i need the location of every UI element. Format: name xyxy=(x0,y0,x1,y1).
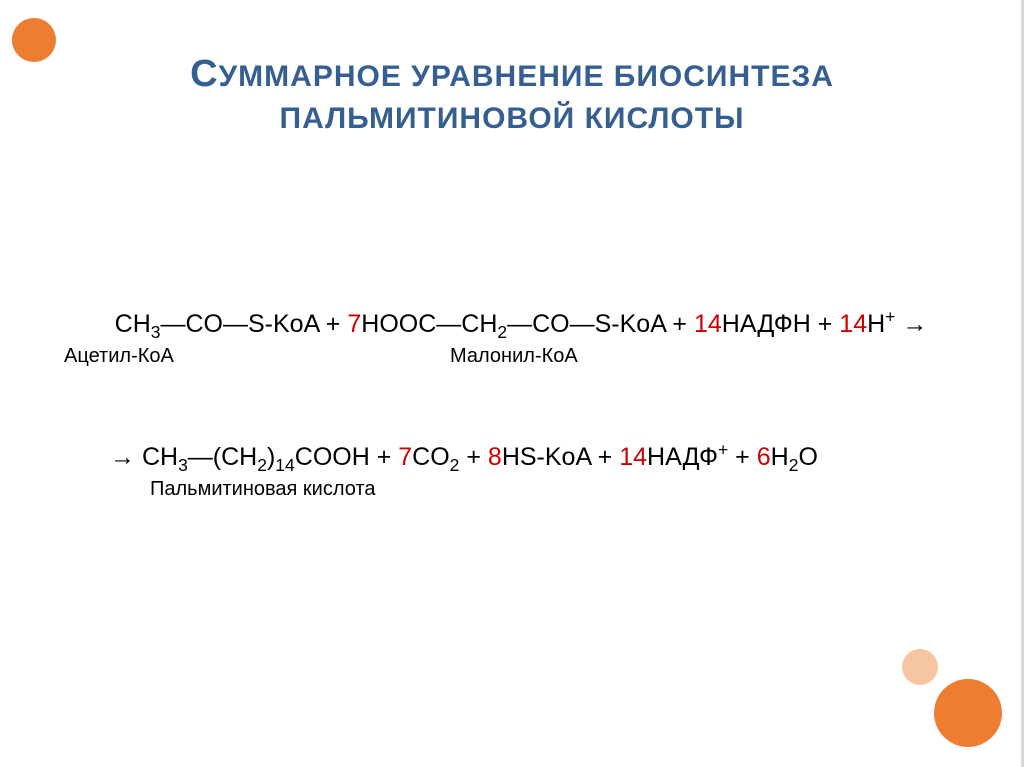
formula-text: HS-KoA + xyxy=(502,443,619,471)
subscript: 3 xyxy=(178,455,188,475)
formula-text: НАДФН + xyxy=(722,310,840,338)
formula-text: —CO—S-KoA + xyxy=(507,310,694,338)
formula-text: H xyxy=(867,310,885,338)
decor-dot-bottom-right-small xyxy=(902,649,938,685)
coef-red: 14 xyxy=(839,310,867,338)
coef-red: 7 xyxy=(398,443,412,471)
subscript: 2 xyxy=(450,455,460,475)
formula-text: HOOC—CH xyxy=(361,310,497,338)
decor-dot-top-left xyxy=(12,18,56,62)
title-first-letter: С xyxy=(190,53,218,95)
formula-text: + xyxy=(459,443,488,471)
superscript: + xyxy=(885,307,895,327)
title-rest: УММАРНОЕ УРАВНЕНИЕ БИОСИНТЕЗА xyxy=(219,60,834,93)
label-acetyl-coa: Ацетил-КоА xyxy=(64,345,174,368)
formula-text: НАДФ xyxy=(647,443,718,471)
title-line-2: ПАЛЬМИТИНОВОЙ КИСЛОТЫ xyxy=(0,99,1024,138)
formula-text: → CH xyxy=(110,443,178,471)
coef-red: 14 xyxy=(694,310,722,338)
label-palmitic-acid: Пальмитиновая кислота xyxy=(150,478,375,501)
equation-labels-row-2: Пальмитиновая кислота xyxy=(0,478,1024,506)
decor-dot-bottom-right-big xyxy=(934,679,1002,747)
equation-line-2: → CH3—(CH2)14COOH + 7CO2 + 8HS-KoA + 14Н… xyxy=(0,443,1024,472)
formula-text: → xyxy=(895,310,927,338)
subscript: 2 xyxy=(789,455,799,475)
coef-red: 14 xyxy=(619,443,647,471)
formula-text: CO xyxy=(412,443,450,471)
formula-text: H xyxy=(771,443,789,471)
coef-red: 7 xyxy=(347,310,361,338)
subscript: 2 xyxy=(497,322,507,342)
coef-red: 6 xyxy=(757,443,771,471)
formula-text: —(CH xyxy=(188,443,257,471)
label-malonyl-coa: Малонил-КоА xyxy=(450,345,578,368)
coef-red: 8 xyxy=(488,443,502,471)
subscript: 14 xyxy=(275,455,294,475)
equation-labels-row-1: Ацетил-КоА Малонил-КоА xyxy=(0,345,1024,373)
equation-line-1: CH3—CO—S-KoA + 7HOOC—CH2—CO—S-KoA + 14НА… xyxy=(0,310,1024,339)
formula-text: COOH + xyxy=(295,443,399,471)
superscript: + xyxy=(718,440,728,460)
title-line-1: СУММАРНОЕ УРАВНЕНИЕ БИОСИНТЕЗА xyxy=(0,50,1024,99)
slide: СУММАРНОЕ УРАВНЕНИЕ БИОСИНТЕЗА ПАЛЬМИТИН… xyxy=(0,0,1024,767)
formula-text: CH xyxy=(115,310,151,338)
slide-title: СУММАРНОЕ УРАВНЕНИЕ БИОСИНТЕЗА ПАЛЬМИТИН… xyxy=(0,0,1024,138)
equation-line-2-wrap: → CH3—(CH2)14COOH + 7CO2 + 8HS-KoA + 14Н… xyxy=(0,443,1024,506)
formula-text: O xyxy=(798,443,817,471)
subscript: 2 xyxy=(257,455,267,475)
equation-block: CH3—CO—S-KoA + 7HOOC—CH2—CO—S-KoA + 14НА… xyxy=(0,310,1024,506)
formula-text: —CO—S-KoA + xyxy=(160,310,347,338)
formula-text: + xyxy=(728,443,757,471)
